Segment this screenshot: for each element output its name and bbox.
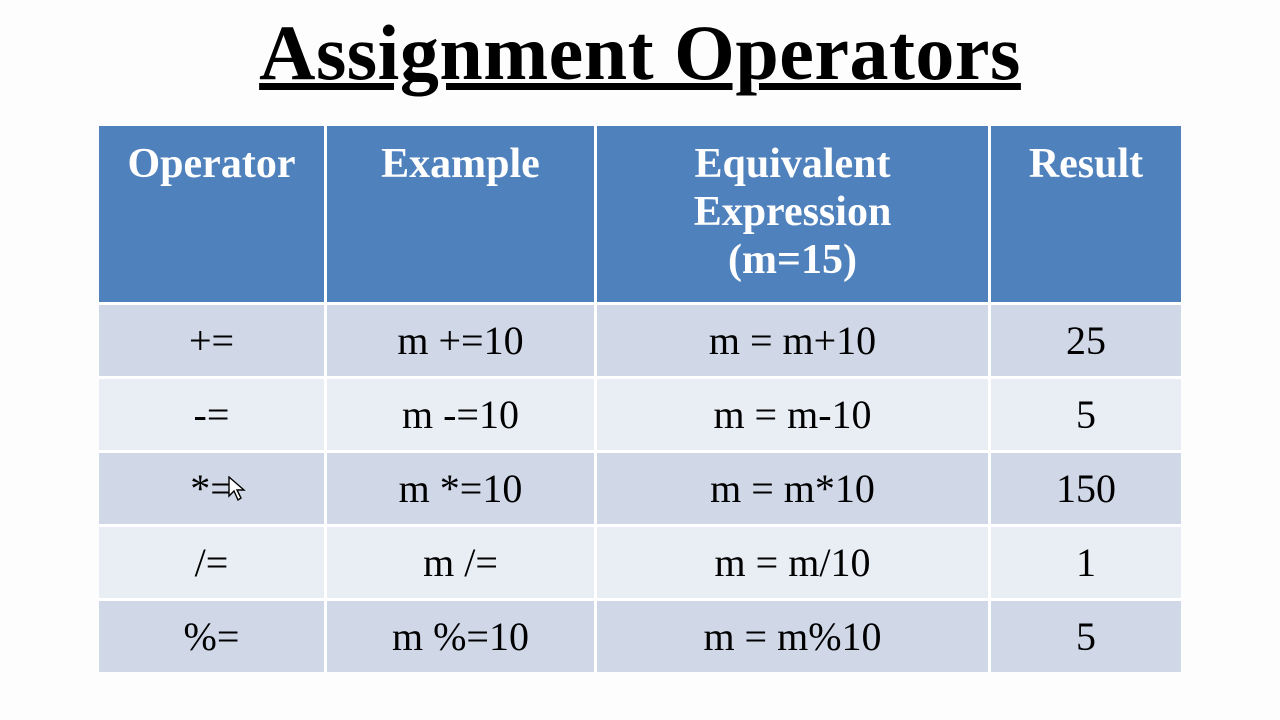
cell-example: m *=10 <box>327 450 597 524</box>
page-title: Assignment Operators <box>259 8 1021 98</box>
cell-equivalent: m = m+10 <box>597 302 991 376</box>
table-row: += m +=10 m = m+10 25 <box>99 302 1181 376</box>
cell-equivalent: m = m%10 <box>597 598 991 672</box>
table-row: *= m *=10 m = m*10 150 <box>99 450 1181 524</box>
col-header-operator: Operator <box>99 126 327 302</box>
cell-example: m +=10 <box>327 302 597 376</box>
col-header-example: Example <box>327 126 597 302</box>
cell-operator: %= <box>99 598 327 672</box>
col-header-equivalent-line3: (m=15) <box>607 236 978 284</box>
col-header-result: Result <box>991 126 1181 302</box>
cell-result: 1 <box>991 524 1181 598</box>
table-header-row: Operator Example Equivalent Expression (… <box>99 126 1181 302</box>
cell-example: m /= <box>327 524 597 598</box>
cell-result: 150 <box>991 450 1181 524</box>
cell-equivalent: m = m-10 <box>597 376 991 450</box>
cell-equivalent: m = m/10 <box>597 524 991 598</box>
cell-result: 5 <box>991 598 1181 672</box>
col-header-equivalent-line2: Expression <box>607 188 978 236</box>
cell-operator: *= <box>99 450 327 524</box>
cell-operator: += <box>99 302 327 376</box>
cell-example: m %=10 <box>327 598 597 672</box>
cell-operator: /= <box>99 524 327 598</box>
table-row: /= m /= m = m/10 1 <box>99 524 1181 598</box>
table-row: -= m -=10 m = m-10 5 <box>99 376 1181 450</box>
cell-result: 25 <box>991 302 1181 376</box>
col-header-equivalent-line1: Equivalent <box>607 140 978 188</box>
col-header-equivalent: Equivalent Expression (m=15) <box>597 126 991 302</box>
cell-example: m -=10 <box>327 376 597 450</box>
cell-operator: -= <box>99 376 327 450</box>
table-row: %= m %=10 m = m%10 5 <box>99 598 1181 672</box>
cell-result: 5 <box>991 376 1181 450</box>
operators-table: Operator Example Equivalent Expression (… <box>99 126 1181 672</box>
cell-equivalent: m = m*10 <box>597 450 991 524</box>
